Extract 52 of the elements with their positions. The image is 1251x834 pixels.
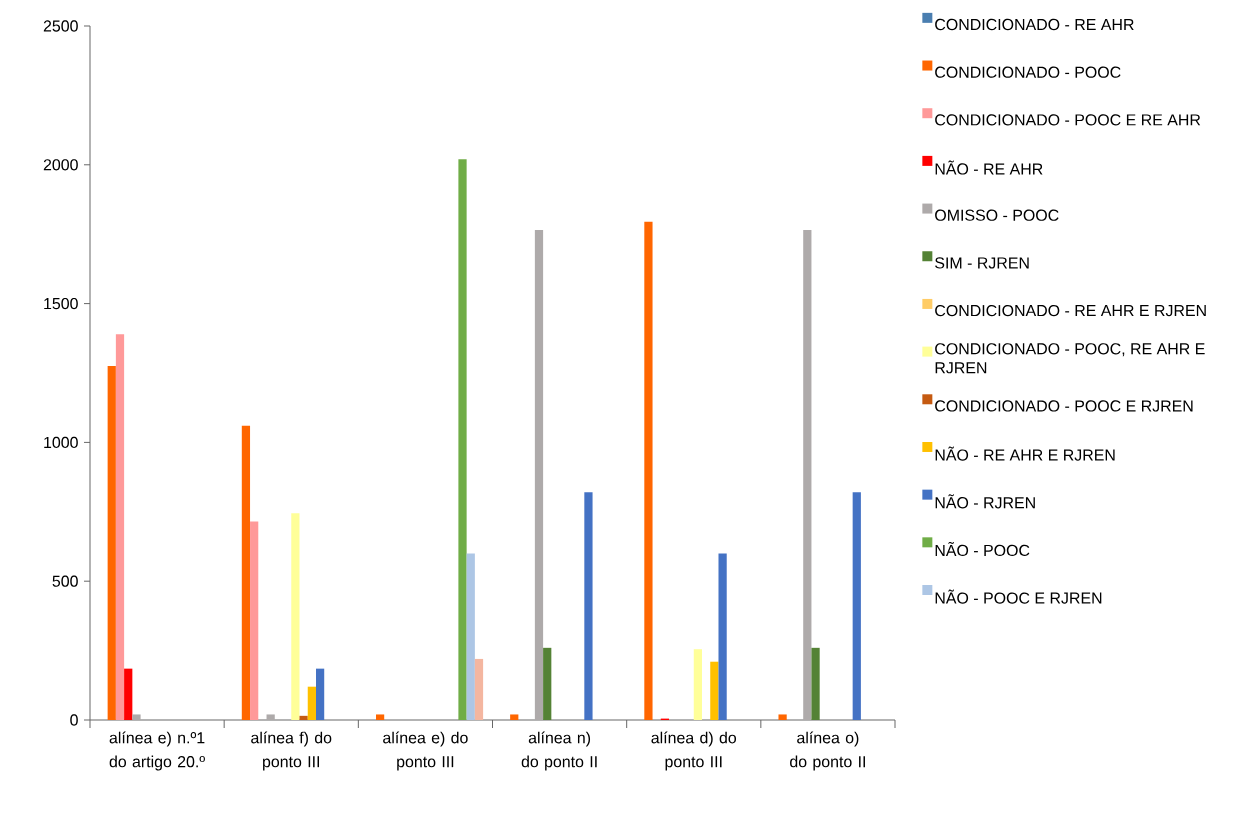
- bar: [510, 714, 519, 720]
- bar: [718, 553, 727, 720]
- bar: [543, 647, 552, 720]
- bar: [115, 334, 125, 720]
- bar: [132, 714, 141, 720]
- x-tick-label: alínea e) do ponto III: [383, 731, 468, 771]
- legend-label: NÃO - RE AHR E RJREN: [935, 446, 1115, 461]
- bar: [474, 658, 484, 720]
- y-tick-label: 1000: [44, 436, 78, 449]
- y-tick-label: 500: [52, 575, 78, 587]
- bar: [307, 686, 316, 720]
- legend-label: NÃO - POOC E RJREN: [935, 589, 1102, 604]
- x-tick-label: alínea d) do ponto III: [651, 731, 737, 771]
- legend-label: NÃO - RJREN: [935, 494, 1035, 509]
- bar: [299, 715, 308, 720]
- bar: [584, 492, 593, 720]
- bar: [693, 649, 702, 720]
- legend-label: NÃO - POOC: [935, 541, 1030, 557]
- legend-label: CONDICIONADO - RE AHR: [935, 18, 1134, 31]
- bar: [124, 668, 133, 720]
- y-tick-label: 0: [70, 714, 78, 726]
- bar: [710, 661, 719, 720]
- legend-label: CONDICIONADO - POOC: [935, 66, 1121, 78]
- legend-label: OMISSO - POOC: [935, 209, 1059, 221]
- legend-label: CONDICIONADO - RE AHR E RJREN: [935, 304, 1206, 317]
- x-tick-label: alínea f) do ponto III: [251, 731, 332, 771]
- y-tick-label: 1500: [44, 297, 78, 310]
- bar: [375, 714, 385, 720]
- legend-label: CONDICIONADO - POOC, RE AHR E RJREN: [935, 343, 1205, 374]
- x-tick-label: alínea n) do ponto II: [521, 731, 597, 771]
- bar: [266, 714, 275, 720]
- legend-label: CONDICIONADO - POOC E RJREN: [935, 400, 1193, 412]
- bar: [241, 425, 251, 720]
- legend-label: SIM - RJREN: [935, 257, 1029, 269]
- bar: [458, 159, 467, 720]
- bar: [803, 230, 812, 720]
- bar: [534, 230, 544, 720]
- bar: [466, 553, 475, 720]
- bar: [107, 366, 116, 720]
- bar: [778, 714, 787, 720]
- bar: [315, 668, 325, 720]
- legend-label: CONDICIONADO - POOC E RE AHR: [935, 114, 1201, 126]
- legend-label: NÃO - RE AHR: [935, 160, 1043, 175]
- y-tick-label: 2000: [43, 159, 78, 171]
- y-tick-label: 2500: [43, 20, 78, 32]
- bar: [852, 492, 861, 720]
- bar: [291, 513, 300, 720]
- bar: [811, 647, 820, 720]
- x-tick-label: alínea o) do ponto II: [790, 731, 865, 771]
- bar: [250, 521, 259, 720]
- bar: [644, 221, 653, 720]
- x-tick-label: alínea e) n.º1 do artigo 20.º: [109, 731, 205, 771]
